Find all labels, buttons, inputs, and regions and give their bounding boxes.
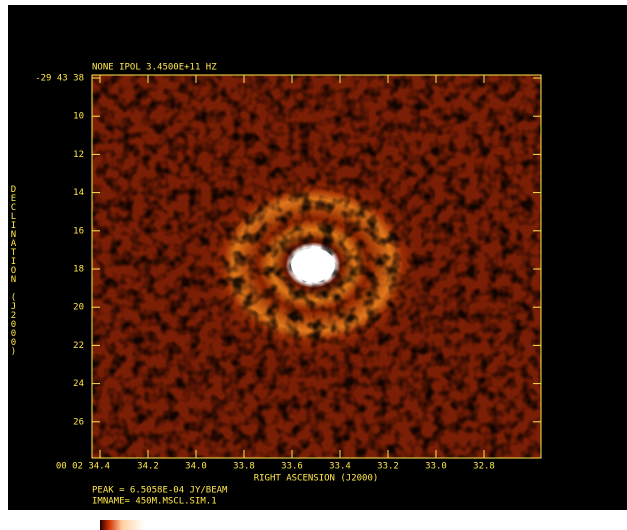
y-tick-label: 24 (73, 379, 84, 389)
y-tick-label: -29 43 38 (35, 74, 84, 84)
x-axis-label: RIGHT ASCENSION (J2000) (254, 474, 379, 484)
y-tick-label: 22 (73, 341, 84, 351)
color-bar (100, 520, 541, 530)
x-tick-label: 00 02 34.4 (56, 462, 110, 472)
y-tick-label: 26 (73, 417, 84, 427)
x-tick-label: 33.4 (329, 462, 351, 472)
page: NONE IPOL 3.4500E+11 HZ DECLINATION (J20… (0, 0, 627, 530)
y-tick-label: 20 (73, 303, 84, 313)
y-axis-label: DECLINATION (J2000) (9, 185, 19, 356)
image (92, 75, 541, 458)
x-tick-label: 32.8 (473, 462, 495, 472)
x-tick-label: 34.0 (185, 462, 207, 472)
y-tick-label: 16 (73, 226, 84, 236)
x-tick-label: 34.2 (137, 462, 159, 472)
imname: IMNAME= 450M.MSCL.SIM.1 (92, 497, 217, 507)
x-tick-label: 33.2 (377, 462, 399, 472)
y-tick-label: 10 (73, 112, 84, 122)
y-tick-label: 18 (73, 265, 84, 275)
x-tick-label: 33.8 (233, 462, 255, 472)
y-tick-label: 12 (73, 150, 84, 160)
x-tick-label: 33.0 (425, 462, 447, 472)
title: NONE IPOL 3.4500E+11 HZ (92, 63, 217, 73)
y-tick-label: 14 (73, 188, 84, 198)
screenshot: NONE IPOL 3.4500E+11 HZ DECLINATION (J20… (0, 0, 627, 530)
x-tick-label: 33.6 (281, 462, 303, 472)
peak: PEAK = 6.5058E-04 JY/BEAM (92, 486, 228, 496)
